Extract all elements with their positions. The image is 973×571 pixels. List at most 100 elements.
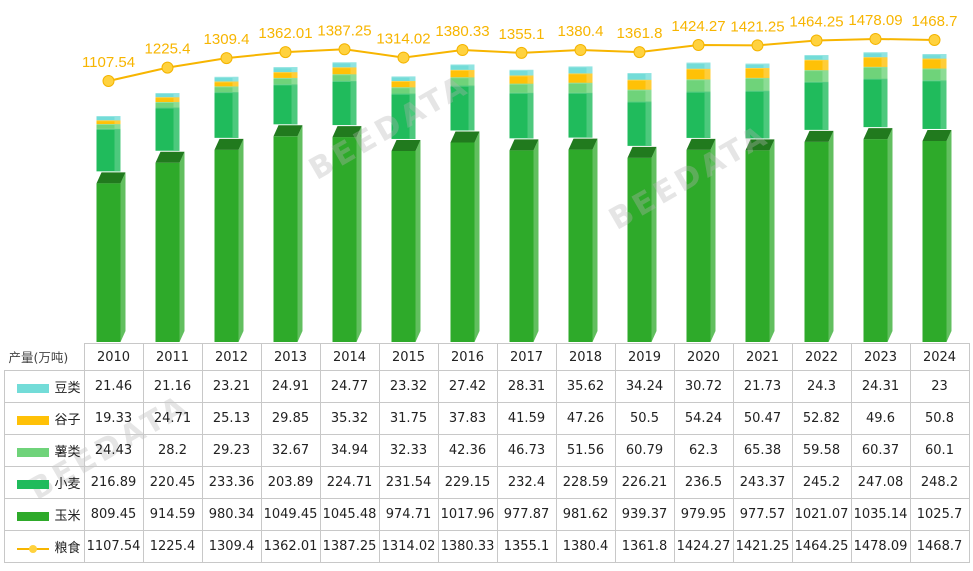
label-grain-2021: 1421.25 xyxy=(730,18,784,35)
table-cell-tuber-2012: 29.23 xyxy=(201,434,262,467)
bar-cap-corn-2011 xyxy=(155,151,185,163)
bar-side-wheat-2010 xyxy=(114,128,121,172)
table-cell-beans-2020: 30.72 xyxy=(673,370,734,403)
bar-side-wheat-2013 xyxy=(291,84,298,125)
bar-corn-2021 xyxy=(745,150,770,342)
bar-side-corn-2011 xyxy=(179,151,185,342)
bar-tuber-2016 xyxy=(450,77,475,86)
bar-millet-2012 xyxy=(214,81,239,87)
table-cell-tuber-2014: 34.94 xyxy=(319,434,380,467)
table-row-beans: 豆类 21.46 21.16 23.21 24.91 24.77 23.32 27.42 28.… xyxy=(4,370,970,403)
label-grain-2012: 1309.4 xyxy=(204,31,250,48)
bar-beans-2016 xyxy=(450,64,475,70)
bar-cap-corn-2017 xyxy=(509,139,539,151)
bar-side-corn-2017 xyxy=(533,139,539,342)
label-grain-2015: 1314.02 xyxy=(376,31,430,48)
point-grain-2019 xyxy=(633,46,646,59)
table-row-wheat: 小麦 216.89 220.45 233.36 203.89 224.71 231.54 22… xyxy=(4,466,970,499)
legend-entry-tuber: 薯类 xyxy=(4,434,85,467)
bar-side-millet-2016 xyxy=(468,69,475,78)
table-cell-beans-2011: 21.16 xyxy=(142,370,203,403)
label-grain-2020: 1424.27 xyxy=(671,18,725,35)
label-grain-2023: 1478.09 xyxy=(848,12,902,29)
bar-side-millet-2012 xyxy=(232,81,239,87)
bar-millet-2017 xyxy=(509,75,534,84)
bar-side-wheat-2020 xyxy=(704,91,711,138)
bar-cap-corn-2024 xyxy=(922,129,952,141)
bar-side-beans-2013 xyxy=(291,67,298,73)
table-cell-beans-2015: 23.32 xyxy=(378,370,439,403)
bar-corn-2014 xyxy=(332,137,357,342)
table-cell-grain-2023: 1478.09 xyxy=(850,530,911,563)
point-grain-2022 xyxy=(810,34,823,47)
legend-swatch-icon xyxy=(17,544,50,553)
table-cell-millet-2011: 24.71 xyxy=(142,402,203,435)
bar-cap-corn-2013 xyxy=(273,125,303,137)
bar-side-corn-2010 xyxy=(120,172,126,342)
bar-side-beans-2018 xyxy=(586,66,593,74)
bar-beans-2020 xyxy=(686,62,711,69)
legend-label: 粮食 xyxy=(54,541,81,556)
table-cell-grain-2015: 1314.02 xyxy=(378,530,439,563)
legend-entry-millet: 谷子 xyxy=(4,402,85,435)
label-grain-2019: 1361.8 xyxy=(617,25,663,42)
bar-side-wheat-2019 xyxy=(645,101,652,146)
bar-corn-2013 xyxy=(273,136,298,342)
bar-side-beans-2023 xyxy=(881,52,888,58)
label-grain-2016: 1380.33 xyxy=(435,23,489,40)
bar-side-corn-2016 xyxy=(474,131,480,342)
bar-cap-corn-2016 xyxy=(450,131,480,143)
bar-corn-2020 xyxy=(686,149,711,342)
bar-side-beans-2024 xyxy=(940,54,947,59)
bar-beans-2015 xyxy=(391,76,416,82)
table-cell-grain-2016: 1380.33 xyxy=(437,530,498,563)
bar-cap-corn-2010 xyxy=(96,172,126,184)
table-cell-wheat-2016: 229.15 xyxy=(437,466,498,499)
table-cell-beans-2016: 27.42 xyxy=(437,370,498,403)
bar-side-beans-2019 xyxy=(645,73,652,80)
point-grain-2012 xyxy=(220,52,233,65)
bar-beans-2021 xyxy=(745,63,770,68)
bar-corn-2019 xyxy=(627,157,652,342)
table-cell-wheat-2022: 245.2 xyxy=(791,466,852,499)
table-cell-wheat-2017: 232.4 xyxy=(496,466,557,499)
table-cell-corn-2019: 939.37 xyxy=(614,498,675,531)
bar-side-tuber-2018 xyxy=(586,82,593,93)
bar-millet-2018 xyxy=(568,73,593,83)
table-cell-beans-2014: 24.77 xyxy=(319,370,380,403)
bar-side-tuber-2020 xyxy=(704,79,711,92)
table-cell-beans-2021: 21.73 xyxy=(732,370,793,403)
bar-tuber-2010 xyxy=(96,124,121,129)
tick-label-2023: 2023 xyxy=(850,343,911,371)
bar-millet-2011 xyxy=(155,97,180,103)
table-cell-grain-2022: 1464.25 xyxy=(791,530,852,563)
table-cell-tuber-2019: 60.79 xyxy=(614,434,675,467)
table-cell-grain-2020: 1424.27 xyxy=(673,530,734,563)
table-cell-wheat-2012: 233.36 xyxy=(201,466,262,499)
table-cell-tuber-2013: 32.67 xyxy=(260,434,321,467)
table-cell-millet-2020: 54.24 xyxy=(673,402,734,435)
table-cell-tuber-2021: 65.38 xyxy=(732,434,793,467)
table-cell-tuber-2011: 28.2 xyxy=(142,434,203,467)
bar-beans-2013 xyxy=(273,67,298,73)
table-cell-millet-2014: 35.32 xyxy=(319,402,380,435)
table-cell-grain-2012: 1309.4 xyxy=(201,530,262,563)
bar-cap-corn-2022 xyxy=(804,130,834,142)
bar-corn-2010 xyxy=(96,183,121,342)
bar-side-wheat-2015 xyxy=(409,93,416,139)
point-grain-2010 xyxy=(102,75,115,87)
tick-label-2017: 2017 xyxy=(496,343,557,371)
table-cell-corn-2018: 981.62 xyxy=(555,498,616,531)
bar-corn-2011 xyxy=(155,162,180,342)
table-cell-beans-2022: 24.3 xyxy=(791,370,852,403)
bar-corn-2023 xyxy=(863,139,888,342)
legend-label: 玉米 xyxy=(54,509,81,524)
bar-beans-2017 xyxy=(509,69,534,76)
bar-side-beans-2015 xyxy=(409,76,416,82)
table-cell-millet-2017: 41.59 xyxy=(496,402,557,435)
table-cell-millet-2012: 25.13 xyxy=(201,402,262,435)
bar-side-millet-2023 xyxy=(881,57,888,67)
bar-side-corn-2019 xyxy=(651,146,657,342)
table-cell-grain-2011: 1225.4 xyxy=(142,530,203,563)
bar-side-corn-2021 xyxy=(769,139,775,342)
